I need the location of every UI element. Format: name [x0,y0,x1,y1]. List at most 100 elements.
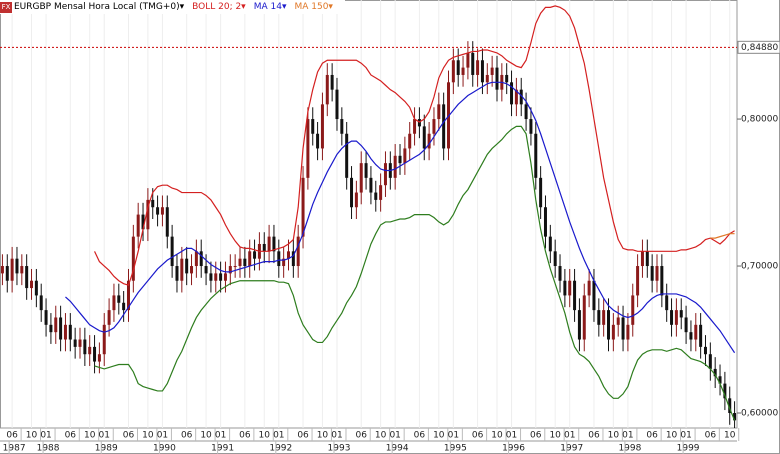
y-tick-label: 0,80000 [741,115,778,125]
bollinger-lower [94,125,736,421]
candle-body [151,199,155,208]
candle-body [25,266,29,289]
candle-body [413,119,417,134]
candle-body [277,251,281,267]
candle-body [59,317,63,340]
year-label: 1995 [444,444,467,454]
x-tick-label: 01 [40,431,51,441]
candle-body [597,310,601,325]
x-tick-label: 10 [549,431,561,441]
candle-body [369,177,373,193]
year-label: 1999 [677,444,700,454]
symbol-icon: FX [0,1,12,13]
x-tick-label: 06 [356,431,368,441]
x-tick-label: 10 [26,431,38,441]
candle-body [670,310,674,325]
candle-body [602,310,606,325]
candle-body [655,266,659,281]
candle-body [529,119,533,134]
year-label: 1990 [153,444,176,454]
candle-body [219,273,223,281]
candle-body [340,119,344,134]
x-tick-label: 10 [608,431,620,441]
candle-body [631,295,635,325]
candle-body [209,273,213,281]
candle-body [291,251,295,267]
candle-body [194,251,198,267]
candle-body [122,302,126,311]
candle-body [286,251,290,259]
price-tag-box [737,40,780,54]
candle-body [733,413,737,421]
candle-body [316,133,320,149]
candle-body [694,324,698,340]
candle-body [330,74,334,90]
candle-body [728,398,732,414]
candle-body [296,236,300,267]
candle-body [199,251,203,267]
candle-body [88,346,92,355]
candle-body [699,324,703,347]
candle-body [485,74,489,83]
candle-body [272,236,276,252]
year-label: 1994 [386,444,409,454]
legend-item[interactable]: MA 150▾ [294,2,333,12]
price-tag: 0,84880 [741,43,778,53]
candle-body [582,295,586,340]
candle-body [611,324,615,340]
candle-body [311,119,315,134]
candle-body [93,346,97,362]
year-label: 1993 [328,444,351,454]
candle-body [335,89,339,120]
candle-body [403,148,407,164]
candle-body [383,163,387,186]
x-tick-label: 06 [297,431,309,441]
x-tick-label: 06 [181,431,193,441]
candle-body [422,126,426,149]
x-tick-label: 06 [239,431,251,441]
x-tick-label: 01 [389,431,400,441]
candle-body [374,192,378,200]
candle-body [718,376,722,384]
candle-body [451,60,455,83]
candle-body [636,266,640,296]
candle-body [427,133,431,149]
candle-body [674,310,678,325]
candle-body [519,89,523,105]
candle-body [495,67,499,90]
candle-body [437,104,441,120]
x-tick-label: 01 [448,431,459,441]
candle-body [39,295,43,311]
candle-body [713,368,717,377]
candle-body [471,52,475,75]
candle-body [543,207,547,237]
candle-body [233,266,237,268]
x-tick-label: 06 [123,431,135,441]
candle-body [97,354,101,362]
x-tick-label: 01 [99,431,110,441]
candle-body [461,67,465,75]
y-tick-label: 0,60000 [741,409,778,419]
legend-item[interactable]: MA 14▾ [253,2,287,12]
candle-body [417,119,421,127]
candle-body [607,310,611,340]
candle-body [616,317,620,325]
candle-body [214,273,218,281]
x-tick-label: 10 [666,431,678,441]
candle-body [350,177,354,208]
x-tick-label: 10 [84,431,96,441]
candle-body [539,177,543,208]
symbol-title[interactable]: EURGBP Mensal Hora Local (TMG+0)▾ [14,2,185,12]
year-label: 1987 [3,444,26,454]
year-label: 1992 [269,444,292,454]
legend-item[interactable]: BOLL 20; 2▾ [192,2,246,12]
y-tick-label: 0,70000 [741,262,778,272]
x-tick-label: 01 [506,431,517,441]
candle-body [301,177,305,237]
candle-body [83,339,87,355]
candle-body [160,207,164,215]
candle-body [354,192,358,208]
candle-body [146,199,150,230]
